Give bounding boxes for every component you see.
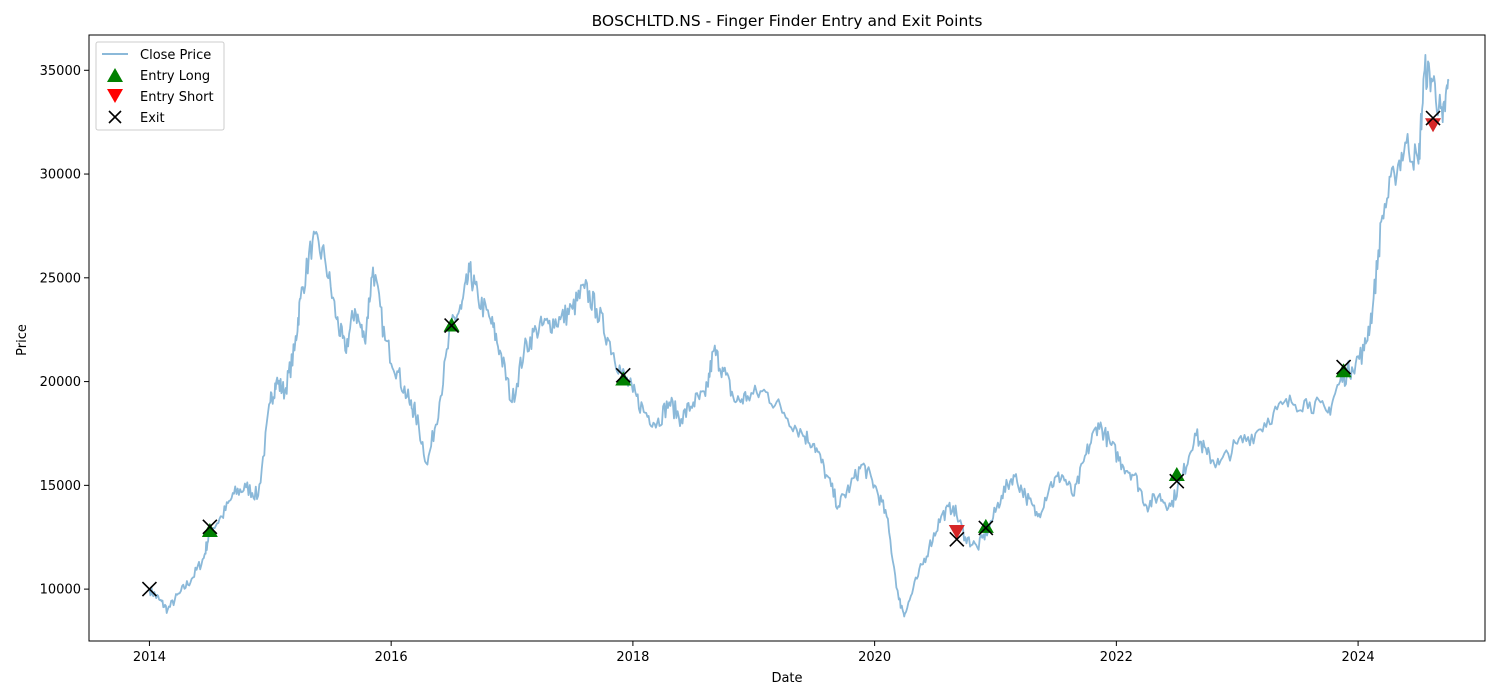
plot-area-frame (88, 34, 1486, 642)
marker-layer (141, 110, 1442, 597)
y-tick-label: 15000 (40, 479, 81, 494)
exit-marker-stroke (978, 520, 994, 536)
entry-long-marker (1335, 363, 1352, 378)
exit-marker-stroke (1169, 473, 1185, 489)
x-axis-label: Date (771, 671, 802, 686)
x-axis: 2014 2016 2018 2020 2022 2024 (133, 641, 1375, 665)
y-tick-label: 30000 (40, 168, 81, 183)
x-tick-label: 2016 (375, 650, 408, 665)
chart-title: BOSCHLTD.NS - Finger Finder Entry and Ex… (592, 12, 983, 30)
entry-long-marker (977, 518, 994, 533)
x-tick-label: 2018 (616, 650, 649, 665)
entry-short-marker (948, 525, 965, 540)
exit-marker (1336, 359, 1352, 375)
y-axis-label: Price (15, 324, 30, 356)
exit-marker-stroke (1425, 110, 1441, 126)
y-axis: 10000 15000 20000 25000 30000 35000 (40, 64, 89, 598)
y-tick-label: 35000 (40, 64, 81, 79)
close-price-line-0 (148, 54, 1450, 618)
series-layer (148, 54, 1450, 618)
x-tick-label: 2022 (1100, 650, 1133, 665)
exit-marker (141, 581, 157, 597)
exit-marker-stroke (141, 581, 157, 597)
legend-box (95, 41, 225, 131)
legend-entry-long-label: Entry Long (140, 69, 210, 84)
x-tick-label: 2014 (133, 650, 166, 665)
legend-entry-long-swatch (107, 68, 123, 82)
legend-entry-short-label: Entry Short (140, 90, 214, 105)
y-tick-label: 20000 (40, 375, 81, 390)
legend-close-price-label: Close Price (140, 48, 211, 63)
exit-marker-stroke (615, 367, 631, 383)
x-tick-label: 2020 (858, 650, 891, 665)
exit-marker (615, 367, 631, 383)
legend-exit-label: Exit (140, 111, 165, 126)
y-tick-label: 25000 (40, 271, 81, 286)
exit-marker (978, 520, 994, 536)
legend-entry-short-swatch (107, 89, 123, 103)
entry-long-marker (615, 371, 632, 386)
exit-marker (1169, 473, 1185, 489)
legend-exit-swatch (108, 110, 122, 124)
exit-marker-stroke (202, 519, 218, 535)
exit-marker-stroke (444, 317, 460, 334)
x-tick-label: 2024 (1342, 650, 1375, 665)
exit-marker (949, 531, 965, 547)
exit-marker-stroke (949, 531, 965, 547)
y-tick-label: 10000 (40, 583, 81, 598)
exit-marker (444, 317, 460, 334)
entry-long-marker (201, 523, 218, 538)
exit-marker-stroke (1336, 359, 1352, 375)
legend: Close Price Entry Long Entry Short Exit (95, 41, 225, 131)
exit-marker (202, 519, 218, 535)
exit-marker (1425, 110, 1441, 126)
